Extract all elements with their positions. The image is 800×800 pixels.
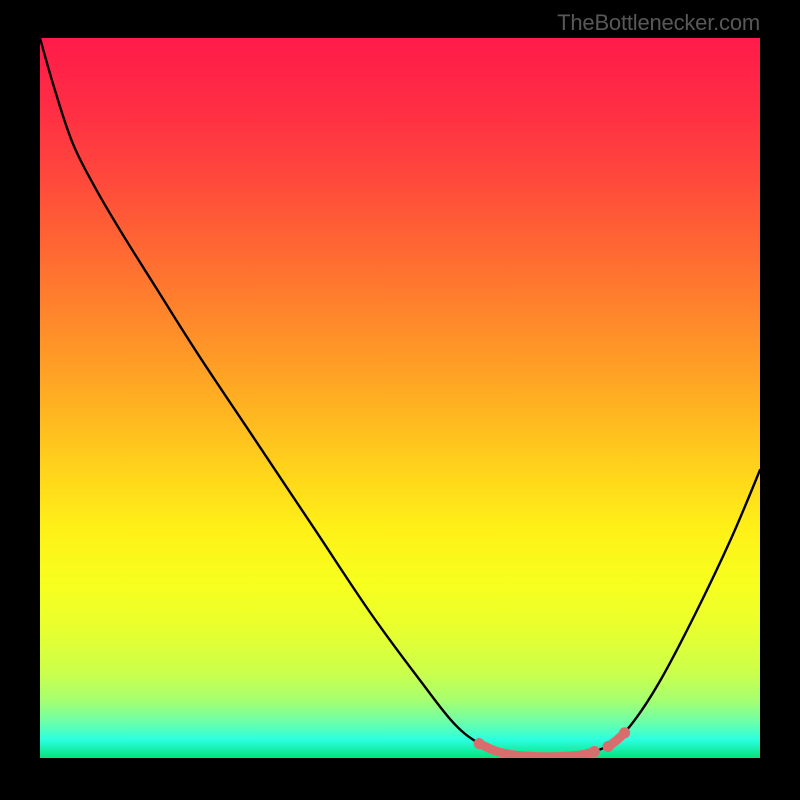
plot-svg <box>0 0 800 800</box>
highlight-segment <box>479 744 594 757</box>
highlight-endpoint <box>603 741 614 752</box>
highlight-endpoint <box>589 746 600 757</box>
watermark-text: TheBottlenecker.com <box>557 10 760 36</box>
bottleneck-curve <box>40 38 760 756</box>
highlight-endpoint <box>619 727 630 738</box>
highlight-endpoint <box>474 738 485 749</box>
